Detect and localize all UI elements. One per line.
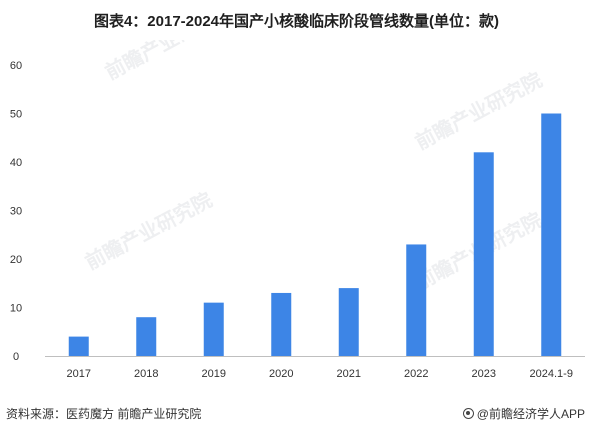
y-tick-label: 10: [10, 303, 22, 315]
x-tick-label: 2022: [404, 368, 428, 380]
bar-2019: [203, 302, 224, 356]
chart-svg: 前瞻产业研究院前瞻产业研究院前瞻产业研究院前瞻产业研究院 01020304050…: [10, 40, 585, 380]
bar-2024.1-9: [541, 113, 562, 356]
x-tick-label: 2024.1-9: [530, 368, 573, 380]
bar-2020: [271, 292, 292, 356]
source-note: 资料来源：医药魔方 前瞻产业研究院: [6, 407, 202, 421]
y-tick-label: 50: [10, 109, 22, 121]
chart-title: 图表4：2017-2024年国产小核酸临床阶段管线数量(单位：款): [93, 13, 500, 30]
x-tick-label: 2023: [472, 368, 496, 380]
watermark-text: 前瞻产业研究院: [411, 67, 546, 154]
bar-2017: [68, 336, 89, 356]
y-tick-label: 60: [10, 60, 22, 72]
y-tick-label: 40: [10, 157, 22, 169]
x-tick-label: 2017: [67, 368, 91, 380]
x-tick-label: 2018: [134, 368, 158, 380]
y-tick-label: 0: [13, 351, 19, 363]
brand-credit: @前瞻经济学人APP: [462, 405, 585, 422]
bar-2022: [406, 244, 427, 356]
brand-logo-icon: [462, 408, 474, 419]
tick-labels: 0 10 20 30 40 50 60 2017 2018 2019 2020 2021 2022 202…: [10, 60, 573, 380]
bar-2018: [136, 317, 157, 356]
footer: 资料来源：医药魔方 前瞻产业研究院 @前瞻经济学人APP: [6, 405, 585, 423]
watermark-text: 前瞻产业研究院: [81, 187, 216, 274]
x-tick-label: 2020: [269, 368, 293, 380]
x-tick-label: 2019: [202, 368, 226, 380]
bar-chart: 前瞻产业研究院前瞻产业研究院前瞻产业研究院前瞻产业研究院 01020304050…: [0, 40, 593, 390]
brand-label: @前瞻经济学人APP: [476, 407, 585, 421]
x-tick-label: 2021: [337, 368, 361, 380]
bars: [68, 113, 562, 356]
watermark-text: 前瞻产业研究院: [101, 40, 236, 84]
y-tick-label: 20: [10, 254, 22, 266]
y-tick-label: 30: [10, 206, 22, 218]
bar-2023: [473, 152, 494, 356]
bar-2021: [338, 288, 359, 356]
